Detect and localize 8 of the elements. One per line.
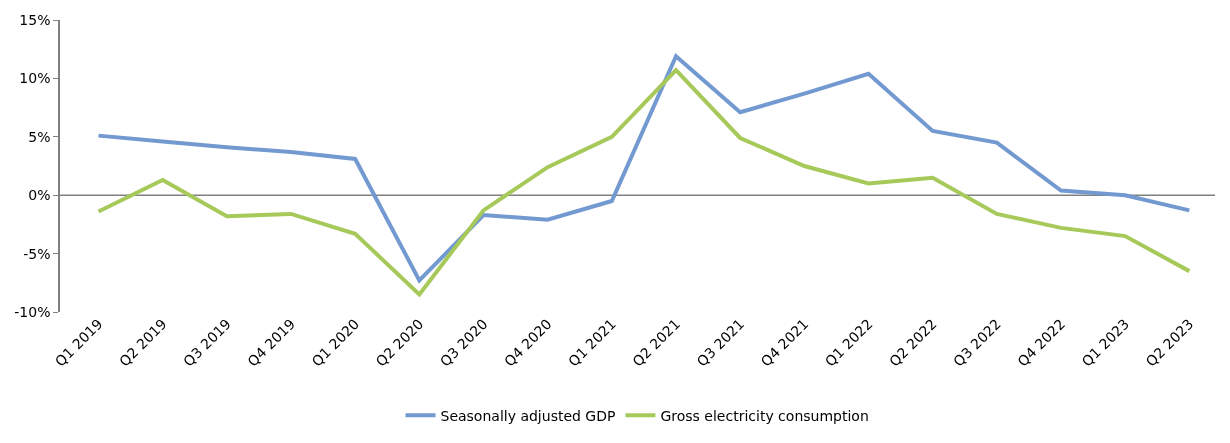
y-tick-label: -5% [23,245,51,262]
y-tick-label: 5% [28,128,51,145]
legend-label: Gross electricity consumption [660,407,869,424]
legend-label: Seasonally adjusted GDP [440,407,616,424]
y-tick-label: 10% [19,70,51,87]
y-tick-label: 0% [28,187,51,204]
y-tick-label: 15% [19,11,51,28]
y-tick-label: -10% [14,303,51,320]
